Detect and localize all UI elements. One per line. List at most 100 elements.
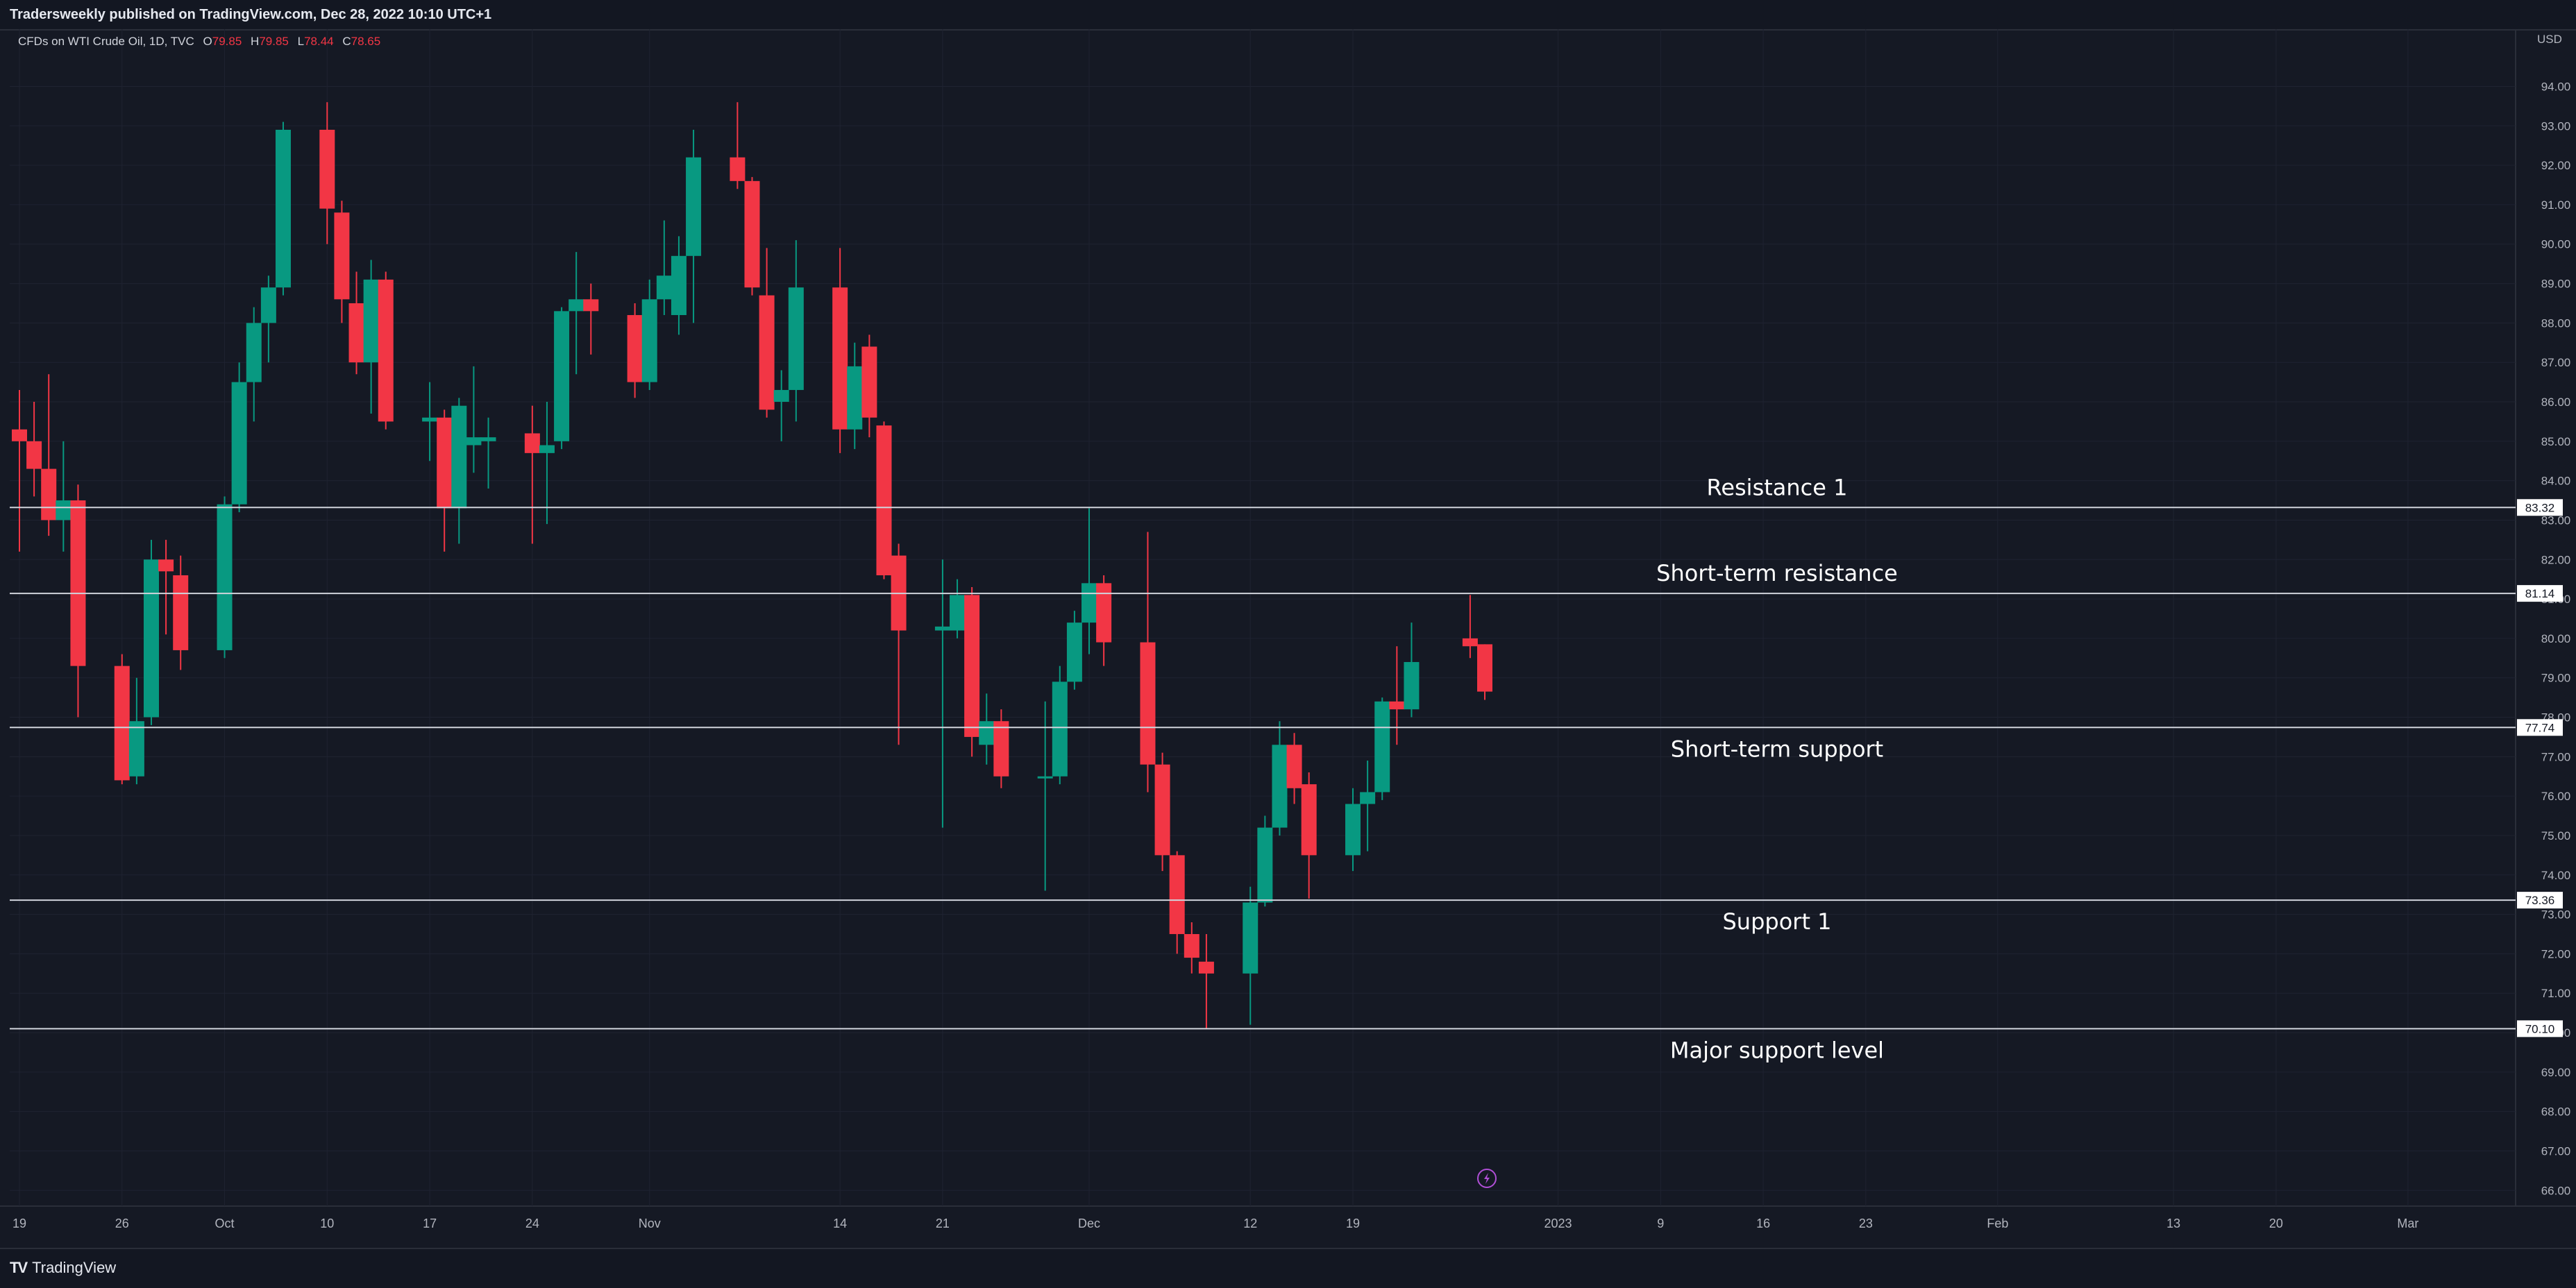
candle-up[interactable]: [1345, 804, 1361, 856]
candle-down[interactable]: [173, 575, 189, 650]
candle-down[interactable]: [158, 559, 174, 572]
candle-down[interactable]: [627, 315, 643, 382]
y-tick-label: 73.00: [2541, 908, 2571, 922]
x-tick-label: 19: [12, 1217, 26, 1230]
candle-down[interactable]: [319, 129, 335, 209]
candle-down[interactable]: [744, 180, 760, 288]
x-tick-label: 10: [320, 1217, 334, 1230]
candle-up[interactable]: [1374, 701, 1390, 793]
candle-down[interactable]: [1198, 961, 1214, 974]
candle-down[interactable]: [348, 303, 364, 363]
candle-up[interactable]: [143, 559, 159, 718]
candle-up[interactable]: [1081, 583, 1097, 623]
candle-down[interactable]: [1140, 642, 1156, 765]
tradingview-logo[interactable]: TV TradingView: [10, 1259, 116, 1277]
candle-down[interactable]: [334, 212, 350, 300]
level-label: Short-term support: [1671, 736, 1883, 762]
level-label: Support 1: [1722, 908, 1831, 935]
candle-down[interactable]: [1169, 855, 1185, 934]
candle-down[interactable]: [861, 346, 877, 418]
x-tick-label: 21: [936, 1217, 950, 1230]
candle-up[interactable]: [788, 287, 804, 390]
symbol-name: CFDs on WTI Crude Oil, 1D, TVC: [18, 35, 194, 48]
candle-up[interactable]: [554, 311, 570, 441]
candle-up[interactable]: [1257, 827, 1273, 903]
candle-down[interactable]: [378, 279, 394, 422]
y-tick-label: 66.00: [2541, 1184, 2571, 1197]
level-price-tag-text: 83.32: [2525, 501, 2555, 514]
candle-down[interactable]: [583, 299, 599, 312]
y-tick-label: 68.00: [2541, 1105, 2571, 1119]
open-label: O: [203, 35, 212, 48]
candle-up[interactable]: [246, 323, 262, 382]
candle-down[interactable]: [1096, 583, 1112, 643]
candle-up[interactable]: [1066, 622, 1082, 682]
candle-down[interactable]: [1154, 764, 1170, 856]
candle-up[interactable]: [950, 595, 966, 631]
footer-bar: TV TradingView: [0, 1248, 2576, 1288]
candle-up[interactable]: [979, 721, 995, 745]
x-tick-label: Dec: [1078, 1217, 1100, 1230]
candle-up[interactable]: [275, 129, 291, 288]
candle-up[interactable]: [847, 366, 863, 430]
candle-down[interactable]: [26, 441, 42, 469]
candle-up[interactable]: [260, 287, 276, 323]
high-label: H: [251, 35, 260, 48]
candle-up[interactable]: [539, 445, 555, 453]
candle-down[interactable]: [1301, 784, 1317, 856]
candle-down[interactable]: [1389, 701, 1405, 710]
candle-down[interactable]: [1477, 644, 1492, 692]
y-tick-label: 75.00: [2541, 829, 2571, 842]
candle-down[interactable]: [993, 721, 1009, 777]
candle-up[interactable]: [1052, 681, 1068, 777]
x-tick-label: Mar: [2397, 1217, 2418, 1230]
candle-up[interactable]: [1360, 792, 1376, 804]
level-price-tag: [2517, 719, 2563, 736]
candle-down[interactable]: [524, 433, 540, 453]
candle-down[interactable]: [964, 595, 980, 737]
candle-up[interactable]: [569, 299, 584, 312]
candle-down[interactable]: [759, 295, 775, 410]
candle-up[interactable]: [671, 255, 687, 316]
candle-up[interactable]: [1404, 661, 1420, 710]
candle-down[interactable]: [832, 287, 848, 430]
y-tick-label: 77.00: [2541, 750, 2571, 763]
candle-up[interactable]: [480, 437, 496, 441]
candle-down[interactable]: [876, 425, 892, 575]
candle-down[interactable]: [1462, 638, 1478, 647]
candle-up[interactable]: [466, 437, 482, 446]
candle-up[interactable]: [56, 500, 71, 520]
chart-area[interactable]: 66.0067.0068.0069.0070.0071.0072.0073.00…: [0, 29, 2576, 1248]
candle-up[interactable]: [656, 276, 672, 300]
close-value: 78.65: [351, 35, 381, 48]
candle-down[interactable]: [730, 157, 746, 181]
candle-down[interactable]: [114, 666, 130, 781]
candle-up[interactable]: [1037, 776, 1053, 779]
candle-down[interactable]: [12, 429, 27, 441]
candle-down[interactable]: [1184, 933, 1199, 958]
candle-up[interactable]: [1272, 745, 1288, 828]
level-price-tag: [2517, 892, 2563, 909]
candle-up[interactable]: [451, 405, 467, 509]
candle-down[interactable]: [41, 468, 57, 520]
candle-up[interactable]: [641, 299, 657, 382]
candle-up[interactable]: [422, 417, 438, 422]
candle-up[interactable]: [686, 157, 702, 256]
y-tick-label: 76.00: [2541, 790, 2571, 803]
candle-down[interactable]: [70, 500, 86, 666]
candle-up[interactable]: [773, 389, 789, 402]
level-price-tag-text: 73.36: [2525, 894, 2555, 907]
candle-down[interactable]: [437, 417, 453, 509]
lightning-icon[interactable]: [1477, 1169, 1497, 1188]
symbol-legend: CFDs on WTI Crude Oil, 1D, TVC O79.85 H7…: [18, 35, 380, 49]
price-chart[interactable]: 66.0067.0068.0069.0070.0071.0072.0073.00…: [0, 29, 2576, 1248]
y-tick-label: 84.00: [2541, 475, 2571, 488]
candle-up[interactable]: [1243, 902, 1258, 974]
candle-up[interactable]: [217, 504, 233, 650]
candle-down[interactable]: [1286, 745, 1302, 788]
y-tick-label: 86.00: [2541, 396, 2571, 409]
candle-up[interactable]: [231, 382, 247, 505]
candle-up[interactable]: [363, 279, 379, 363]
candle-up[interactable]: [128, 721, 144, 777]
candle-up[interactable]: [934, 626, 950, 631]
